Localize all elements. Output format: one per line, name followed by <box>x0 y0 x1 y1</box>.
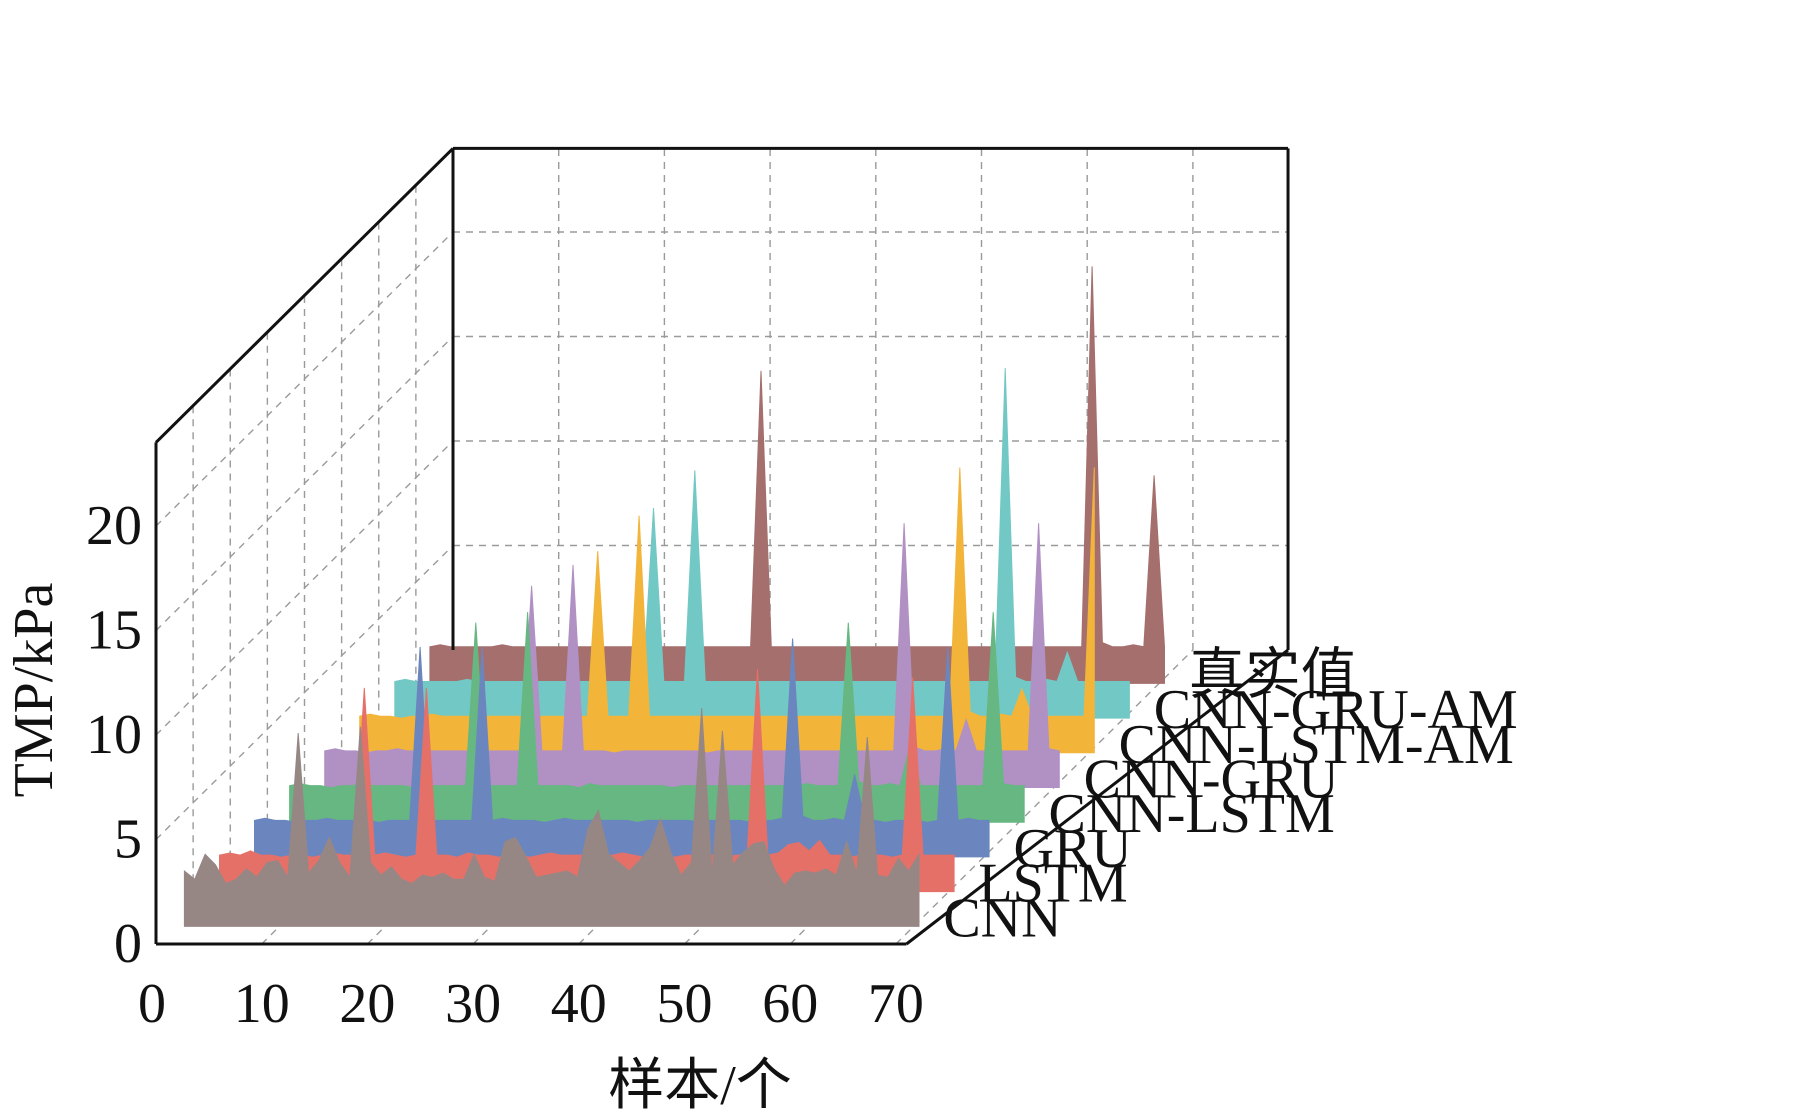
series-area-cnn <box>183 707 920 927</box>
series-label: GRU <box>1013 818 1131 880</box>
frame-layer <box>154 146 1290 946</box>
series-label: CNN-LSTM-AM <box>1119 714 1514 776</box>
floor-gridline-x <box>895 649 1194 945</box>
series-label: 真实值 <box>1189 644 1357 706</box>
y-tick-label: 0 <box>114 913 142 975</box>
x-tick-label: 30 <box>445 973 501 1035</box>
x-axis-title: 样本/个 <box>608 1055 792 1117</box>
series-label: CNN-LSTM <box>1049 783 1335 845</box>
series-layer <box>183 266 1165 927</box>
x-tick-label: 60 <box>762 973 818 1035</box>
x-tick-label: 50 <box>657 973 713 1035</box>
series-label: CNN <box>943 887 1061 949</box>
series-label: CNN-GRU-AM <box>1154 679 1518 741</box>
y-axis-title: TMP/kPa <box>3 583 65 798</box>
series-area-真实值 <box>429 266 1165 684</box>
y-tick-label: 5 <box>114 809 142 871</box>
series-label: LSTM <box>978 853 1127 915</box>
x-tick-label: 20 <box>339 973 395 1035</box>
x-tick-label: 0 <box>138 973 166 1035</box>
x-tick-label: 70 <box>868 973 924 1035</box>
y-tick-label: 15 <box>86 600 142 662</box>
label-layer: 真实值CNN-GRU-AMCNN-LSTM-AMCNN-GRUCNN-LSTMG… <box>86 495 1518 1035</box>
y-tick-label: 20 <box>86 495 142 557</box>
series-area-cnn-gru-am <box>394 367 1130 719</box>
y-tick-label: 10 <box>86 704 142 766</box>
side-wall-top-edge <box>154 147 455 444</box>
series-label: CNN-GRU <box>1084 749 1339 811</box>
floor-right-edge <box>905 648 1289 946</box>
x-tick-label: 10 <box>234 973 290 1035</box>
x-tick-label: 40 <box>551 973 607 1035</box>
